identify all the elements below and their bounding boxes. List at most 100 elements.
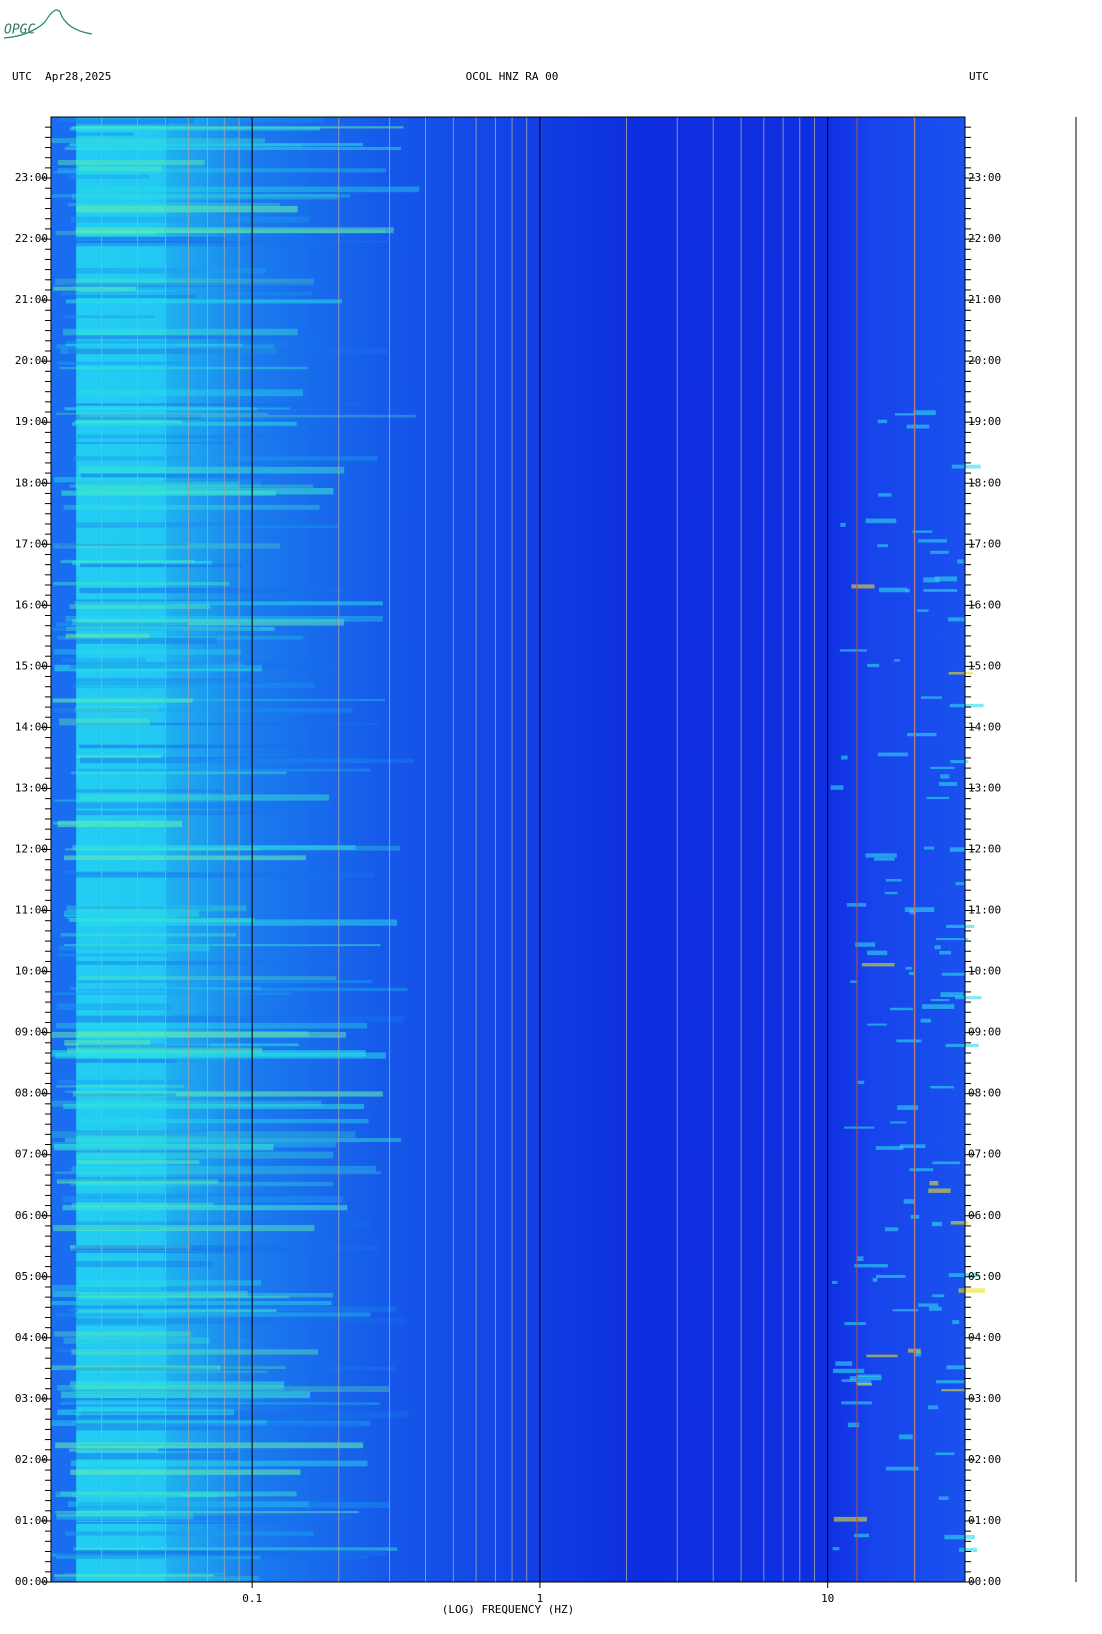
texture-stripe <box>52 698 193 703</box>
texture-stripe <box>69 662 335 669</box>
y-tick-label: 11:00 <box>968 904 1001 917</box>
texture-spot <box>905 588 911 593</box>
texture-spot <box>926 796 950 800</box>
texture-stripe <box>61 1416 304 1422</box>
texture-stripe <box>65 1404 369 1407</box>
y-tick-label: 20:00 <box>968 354 1001 367</box>
texture-stripe <box>77 119 169 126</box>
texture-spot <box>849 1376 882 1381</box>
texture-stripe <box>55 1022 368 1029</box>
texture-stripe <box>80 473 271 478</box>
left-header: UTC Apr28,2025 <box>12 70 111 83</box>
texture-spot <box>930 550 949 554</box>
texture-stripe <box>68 1248 288 1254</box>
texture-stripe <box>70 1460 368 1467</box>
right-header: UTC <box>969 70 989 83</box>
texture-stripe <box>57 168 387 173</box>
x-axis-label: (LOG) FREQUENCY (HZ) <box>442 1603 574 1616</box>
texture-stripe <box>77 434 340 439</box>
y-tick-label: 15:00 <box>15 659 48 672</box>
texture-stripe <box>77 1412 394 1420</box>
y-tick-label: 02:00 <box>15 1453 48 1466</box>
texture-stripe <box>63 1103 365 1110</box>
texture-stripe <box>51 1420 267 1426</box>
texture-stripe <box>69 1193 330 1199</box>
texture-spot <box>949 847 966 852</box>
y-tick-label: 22:00 <box>15 232 48 245</box>
texture-stripe <box>51 194 351 198</box>
texture-spot <box>857 1256 864 1262</box>
y-tick-label: 03:00 <box>15 1392 48 1405</box>
texture-spot <box>928 1306 942 1311</box>
texture-stripe <box>64 1090 171 1093</box>
x-tick-label: 0.1 <box>242 1592 262 1605</box>
texture-stripe <box>51 1301 332 1306</box>
texture-stripe <box>80 794 330 801</box>
texture-spot <box>913 1351 922 1357</box>
texture-spot <box>941 1389 967 1392</box>
texture-stripe <box>63 315 155 318</box>
y-tick-label: 16:00 <box>15 598 48 611</box>
texture-spot <box>878 587 908 593</box>
texture-stripe <box>72 802 286 809</box>
texture-stripe <box>73 1547 398 1551</box>
texture-stripe <box>57 820 183 828</box>
texture-spot <box>856 1383 873 1386</box>
texture-spot <box>935 937 969 941</box>
texture-stripe <box>55 230 156 235</box>
texture-stripe <box>73 1411 327 1414</box>
y-tick-label: 06:00 <box>968 1209 1001 1222</box>
texture-spot <box>950 1221 969 1225</box>
y-tick-label: 13:00 <box>15 781 48 794</box>
texture-spot <box>944 1534 975 1540</box>
texture-stripe <box>66 348 389 355</box>
texture-stripe <box>56 1513 194 1520</box>
texture-spot <box>921 696 942 699</box>
texture-stripe <box>78 919 397 926</box>
texture-stripe <box>79 758 414 764</box>
texture-stripe <box>72 1386 389 1393</box>
texture-stripe <box>54 1171 382 1175</box>
texture-stripe <box>52 441 235 444</box>
texture-stripe <box>64 910 200 917</box>
texture-stripe <box>77 1319 171 1327</box>
texture-stripe <box>60 1491 297 1497</box>
texture-stripe <box>53 132 134 136</box>
texture-stripe <box>60 933 237 937</box>
y-tick-label: 18:00 <box>15 476 48 489</box>
texture-stripe <box>65 1531 314 1536</box>
texture-stripe <box>77 979 372 984</box>
texture-stripe <box>57 361 191 365</box>
texture-stripe <box>53 1225 315 1232</box>
texture-stripe <box>79 229 386 234</box>
texture-spot <box>866 950 888 956</box>
texture-stripe <box>53 581 230 586</box>
grid <box>101 117 915 1582</box>
texture-stripe <box>71 1349 318 1355</box>
y-tick-label: 11:00 <box>15 904 48 917</box>
texture-stripe <box>70 1381 285 1387</box>
texture-stripe <box>64 146 402 151</box>
texture-stripe <box>68 174 150 179</box>
texture-spot <box>923 577 940 583</box>
texture-spot <box>931 1221 943 1227</box>
texture-stripe <box>75 525 339 528</box>
texture-spot <box>941 972 966 976</box>
texture-stripe <box>78 1339 256 1344</box>
y-tick-label: 19:00 <box>968 415 1001 428</box>
texture-spot <box>872 1278 878 1282</box>
texture-spot <box>928 1405 939 1410</box>
texture-stripe <box>64 1138 402 1143</box>
texture-spot <box>875 1274 906 1278</box>
texture-stripe <box>72 193 338 200</box>
texture-stripe <box>72 683 315 689</box>
texture-stripe <box>59 543 189 546</box>
texture-stripe <box>73 456 378 461</box>
texture-spot <box>844 1322 866 1326</box>
texture-spot <box>861 963 895 967</box>
texture-stripe <box>58 945 197 951</box>
texture-stripe <box>51 1130 209 1136</box>
y-tick-label: 07:00 <box>15 1148 48 1161</box>
texture-stripe <box>58 117 325 122</box>
